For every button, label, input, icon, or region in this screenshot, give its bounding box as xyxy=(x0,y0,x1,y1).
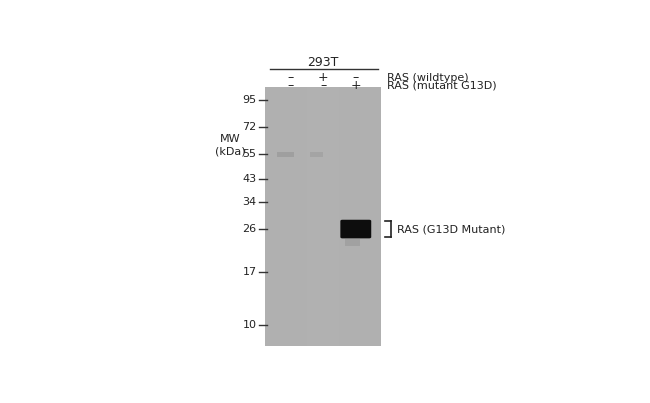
Text: RAS (mutant G13D): RAS (mutant G13D) xyxy=(387,80,497,90)
Text: RAS (wildtype): RAS (wildtype) xyxy=(387,73,469,83)
Text: RAS (G13D Mutant): RAS (G13D Mutant) xyxy=(397,224,506,234)
Text: –: – xyxy=(287,71,293,84)
Text: +: + xyxy=(350,79,361,92)
Text: 293T: 293T xyxy=(307,56,339,69)
Text: +: + xyxy=(318,71,328,84)
Text: –: – xyxy=(353,71,359,84)
Text: 95: 95 xyxy=(242,95,257,104)
Text: –: – xyxy=(320,79,326,92)
Text: 34: 34 xyxy=(242,197,257,207)
FancyBboxPatch shape xyxy=(341,220,371,238)
Text: –: – xyxy=(287,79,293,92)
Text: 26: 26 xyxy=(242,224,257,234)
Text: 10: 10 xyxy=(242,320,257,330)
Text: MW
(kDa): MW (kDa) xyxy=(214,134,245,156)
Text: 72: 72 xyxy=(242,122,257,132)
Bar xyxy=(311,152,323,157)
Bar xyxy=(345,239,359,246)
Text: 43: 43 xyxy=(242,174,257,184)
Bar xyxy=(265,87,381,346)
Text: 17: 17 xyxy=(242,266,257,276)
Bar xyxy=(277,152,294,157)
Text: 55: 55 xyxy=(242,149,257,159)
Bar xyxy=(307,87,339,346)
